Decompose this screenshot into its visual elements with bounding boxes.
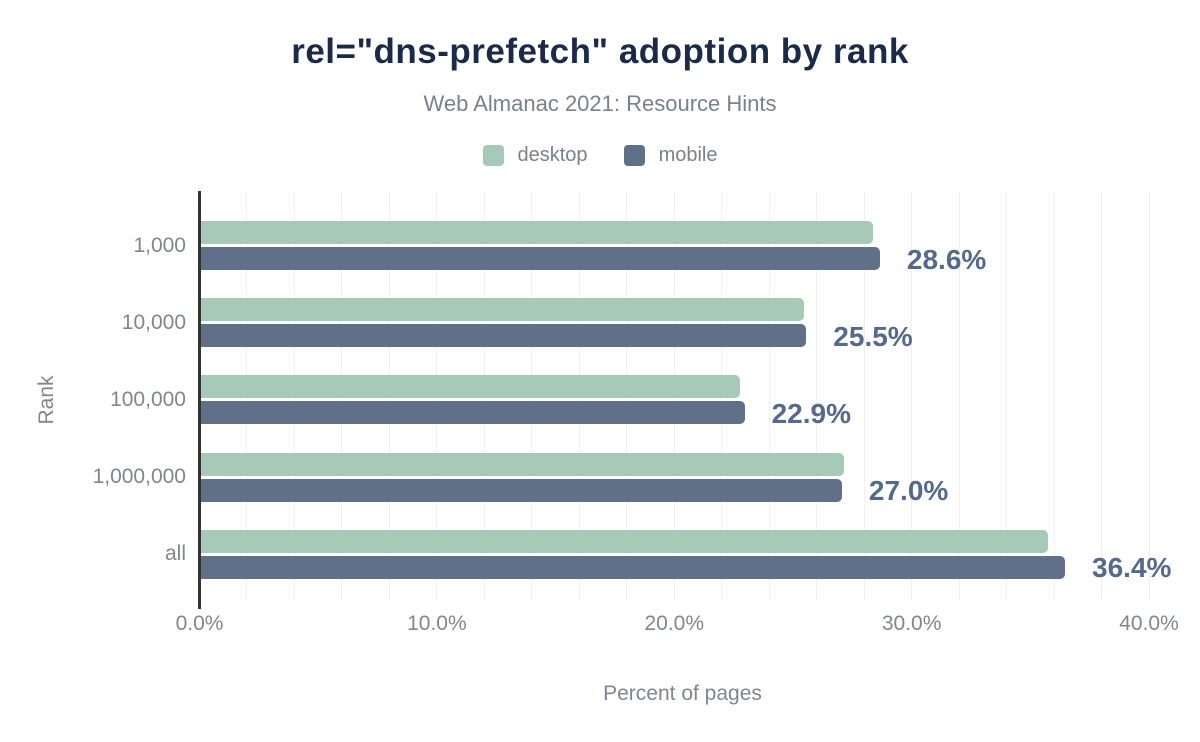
chart-subtitle: Web Almanac 2021: Resource Hints (423, 91, 777, 116)
gridline (816, 191, 818, 600)
mobile-swatch-icon (623, 145, 645, 166)
gridline (768, 191, 770, 600)
legend-label-desktop: desktop (517, 144, 588, 166)
gridline (1006, 191, 1008, 600)
gridline (958, 191, 960, 600)
value-label: 25.5% (833, 320, 913, 352)
y-tick-label: 1,000 (133, 233, 186, 257)
mobile-bar (201, 324, 807, 348)
chart-title: rel="dns-prefetch" adoption by rank (291, 32, 909, 71)
desktop-bar (201, 529, 1049, 553)
y-tick-label: 10,000 (121, 310, 186, 334)
y-axis-line (198, 191, 201, 609)
desktop-bar (201, 221, 873, 244)
x-tick-label: 0.0% (175, 612, 224, 635)
x-tick-label: 20.0% (644, 612, 705, 635)
mobile-bar (201, 401, 745, 425)
x-axis-title: Percent of pages (603, 682, 762, 705)
gridline (911, 191, 913, 600)
x-tick-label: 40.0% (1119, 612, 1179, 635)
x-tick-label: 10.0% (407, 612, 467, 635)
legend-item-mobile: mobile (623, 144, 718, 167)
desktop-bar (201, 452, 845, 476)
legend-item-desktop: desktop (482, 144, 588, 167)
value-label: 28.6% (906, 243, 987, 275)
gridline (863, 191, 865, 600)
value-label: 27.0% (868, 475, 949, 507)
desktop-swatch-icon (482, 145, 504, 166)
y-tick-label: 100,000 (110, 387, 186, 411)
mobile-bar (201, 555, 1066, 579)
legend-label-mobile: mobile (658, 144, 718, 166)
gridline (1101, 191, 1103, 600)
y-tick-label: 1,000,000 (92, 465, 186, 489)
value-label: 36.4% (1092, 552, 1172, 584)
mobile-bar (201, 247, 880, 270)
legend: desktop mobile (0, 144, 1200, 167)
value-label: 22.9% (771, 397, 851, 429)
desktop-bar (201, 375, 740, 399)
x-tick-label: 30.0% (881, 612, 942, 635)
mobile-bar (201, 478, 842, 502)
gridline (1053, 191, 1055, 600)
desktop-bar (201, 298, 804, 322)
gridline (1148, 191, 1150, 600)
y-tick-label: all (164, 542, 186, 566)
y-axis-title: Rank (35, 375, 58, 425)
